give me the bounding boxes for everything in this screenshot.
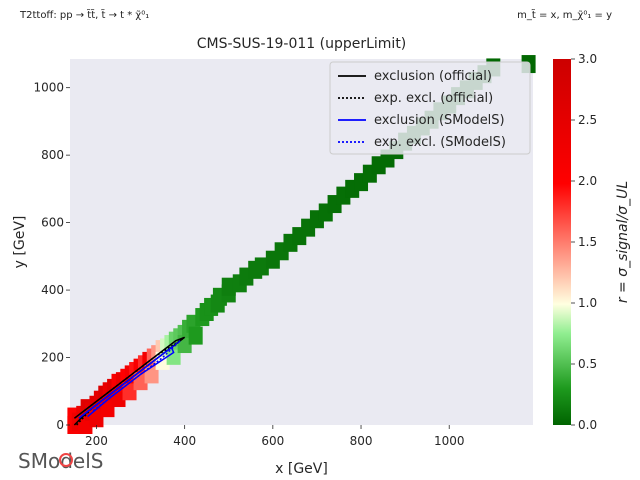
colorbar-tick-label: 2.0 [578, 174, 597, 188]
heatmap-cell [122, 382, 137, 401]
heatmap-cell [188, 326, 203, 345]
colorbar-tick-label: 3.0 [578, 52, 597, 66]
legend-label: exclusion (SModelS) [374, 113, 505, 128]
colorbar-tick-label: 0.0 [578, 418, 597, 432]
colorbar-tick-label: 2.5 [578, 113, 597, 127]
x-tick-label: 1000 [434, 434, 465, 448]
x-tick-label: 600 [261, 434, 284, 448]
contour-exp-excl-smodels [82, 340, 181, 416]
legend-label: exp. excl. (official) [374, 91, 493, 106]
legend-label: exp. excl. (SModelS) [374, 135, 506, 150]
colorbar-tick-label: 1.0 [578, 296, 597, 310]
legend: exclusion (official) exp. excl. (official… [329, 61, 531, 155]
x-tick-label: 200 [85, 434, 108, 448]
heatmap-cell [221, 277, 236, 296]
y-tick-label: 1000 [33, 81, 64, 95]
y-tick-label: 400 [41, 283, 64, 297]
y-tick-label: 800 [41, 148, 64, 162]
x-axis-label: x [GeV] [275, 461, 328, 477]
colorbar-label: r = σ_signal/σ_UL [615, 181, 631, 303]
mass-label: m_t̃ = x, m_χ̃⁰₁ = y [517, 10, 612, 21]
y-axis-label: y [GeV] [12, 216, 28, 269]
colorbar-tick-label: 0.5 [578, 357, 597, 371]
y-tick-label: 0 [56, 418, 64, 432]
colorbar [553, 59, 571, 425]
x-tick-label: 400 [173, 434, 196, 448]
heatmap-cell [89, 409, 104, 428]
smodels-logo: SModelS [18, 449, 103, 473]
legend-label: exclusion (official) [374, 69, 492, 84]
colorbar-tick-label: 1.5 [578, 235, 597, 249]
y-tick-label: 200 [41, 351, 64, 365]
x-tick-label: 800 [350, 434, 373, 448]
heatmap-cell [254, 257, 269, 276]
legend-box [329, 61, 531, 155]
chart-title: CMS-SUS-19-011 (upperLimit) [197, 36, 407, 52]
process-label: T2ttoff: pp → t̃t̃, t̃ → t * χ̃⁰₁ [20, 10, 150, 21]
y-tick-label: 600 [41, 216, 64, 230]
